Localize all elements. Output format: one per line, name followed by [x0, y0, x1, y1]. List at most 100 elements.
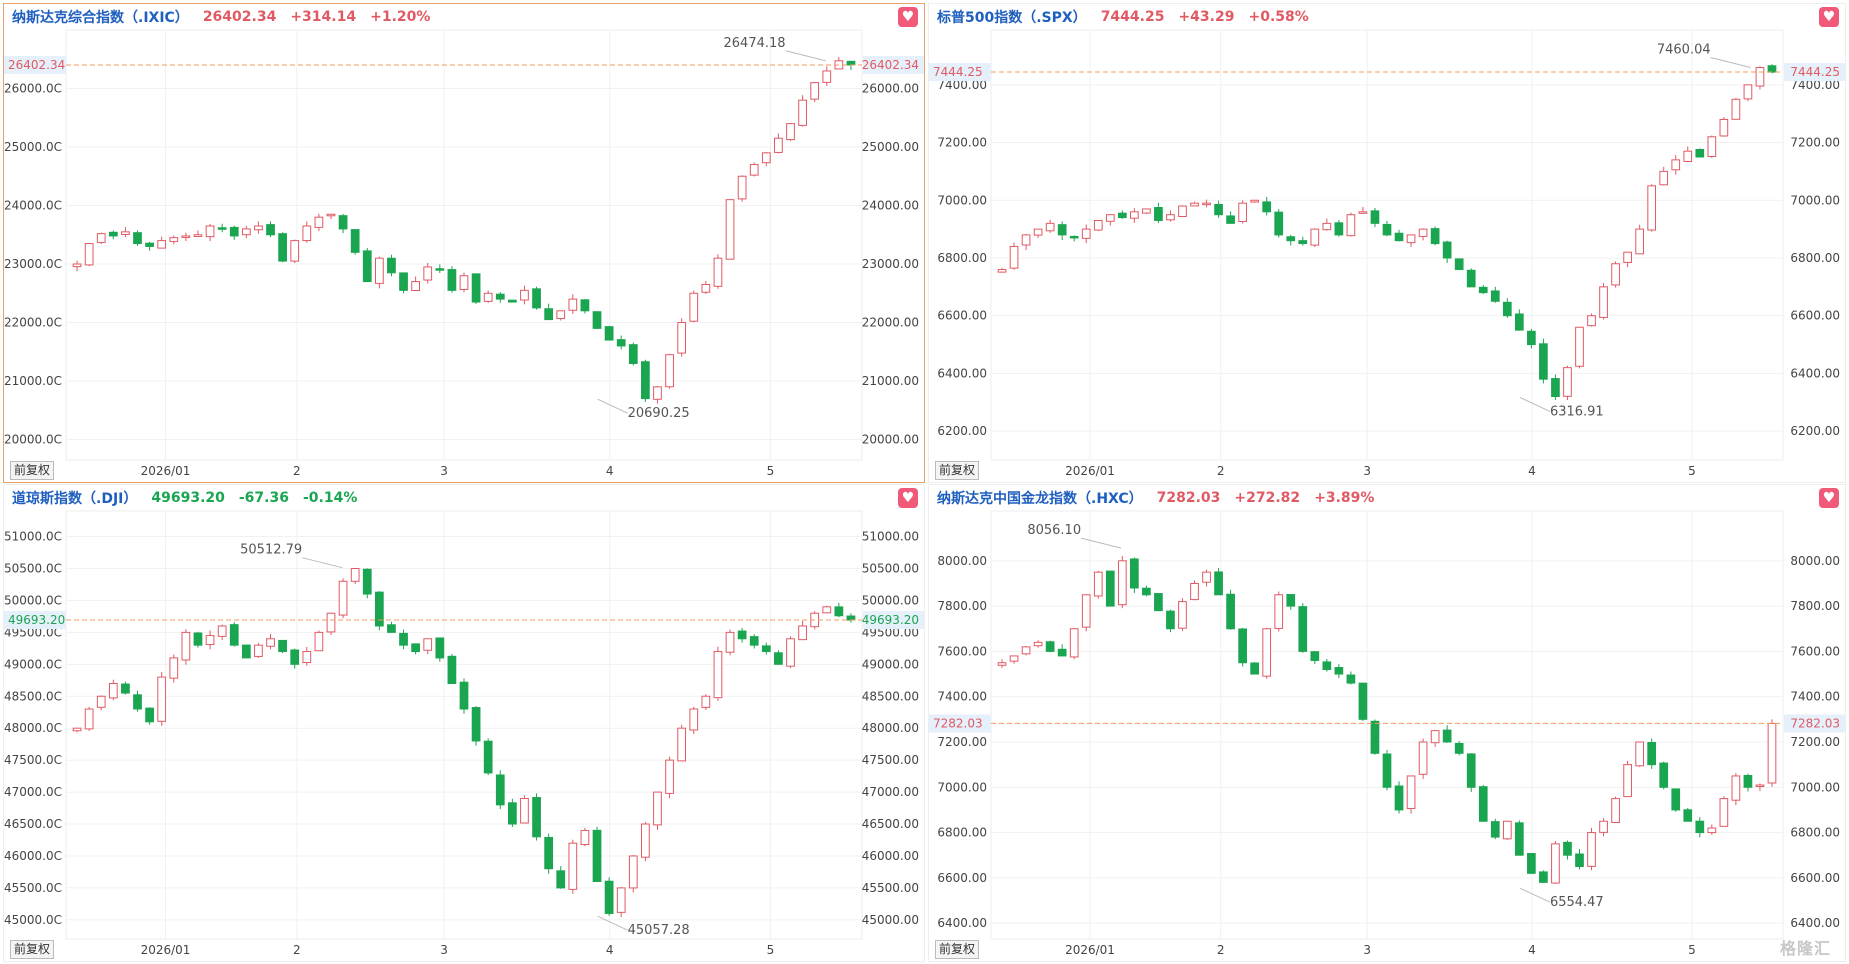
candle-body: [1611, 798, 1620, 823]
candle-body: [1033, 228, 1043, 236]
candle-body: [1178, 205, 1187, 218]
plot-frame: [65, 510, 863, 940]
candle-body: [1478, 286, 1488, 294]
candle-body: [1334, 222, 1344, 236]
candle-body: [1358, 211, 1368, 214]
candle-body: [1563, 367, 1572, 397]
chart-change: -67.36: [238, 490, 289, 506]
candle-body: [1683, 150, 1693, 162]
candle-body: [1322, 661, 1332, 671]
y-tick-left: 6600.00: [937, 871, 987, 885]
chart-change: +43.29: [1178, 9, 1235, 25]
y-tick-left: 45000.0C: [4, 913, 62, 927]
candle-body: [145, 707, 154, 723]
favorite-heart-icon[interactable]: ♥: [898, 7, 918, 27]
candle-body: [1154, 593, 1163, 612]
candle-body: [1322, 222, 1332, 231]
y-tick-right: 20000.00: [862, 433, 919, 447]
candle-body: [1310, 228, 1320, 246]
favorite-heart-icon[interactable]: ♥: [898, 488, 918, 508]
x-tick-label: 2: [1217, 943, 1225, 957]
chart-panel-0[interactable]: 纳斯达克综合指数（.IXIC） 26402.34 +314.14 +1.20% ♥ 200…: [3, 3, 925, 483]
y-tick-right: 6200.00: [1790, 424, 1840, 438]
chart-change: +314.14: [290, 9, 357, 25]
candle-body: [1298, 606, 1308, 652]
y-tick-right: 7800.00: [1790, 599, 1840, 613]
candle-body: [374, 591, 384, 627]
candle-body: [1202, 571, 1211, 583]
y-tick-right: 24000.00: [862, 199, 919, 213]
chart-panel-2[interactable]: 道琼斯指数（.DJI） 49693.20 -67.36 -0.14% ♥ 45000.0C…: [3, 484, 925, 962]
chart-title[interactable]: 纳斯达克综合指数（.IXIC）: [12, 10, 189, 26]
adjust-price-button[interactable]: 前复权: [935, 940, 980, 959]
chart-title[interactable]: 道琼斯指数（.DJI）: [12, 491, 138, 507]
candle-body: [374, 257, 384, 284]
x-tick-label: 2026/01: [141, 464, 191, 478]
candle-body: [774, 652, 783, 665]
adjust-price-button[interactable]: 前复权: [935, 461, 980, 480]
candle-body: [1009, 655, 1019, 662]
candle-body: [169, 657, 179, 679]
candle-body: [84, 708, 94, 730]
candle-body: [387, 624, 396, 633]
candle-body: [713, 651, 723, 699]
adjust-price-button[interactable]: 前复权: [10, 461, 55, 480]
candle-body: [1635, 741, 1644, 767]
y-tick-left: 7000.00: [937, 780, 987, 794]
y-tick-left: 7600.00: [937, 644, 987, 658]
candle-body: [1406, 775, 1416, 809]
candle-body: [278, 233, 287, 262]
y-tick-right: 48000.00: [862, 721, 919, 735]
candle-body: [1142, 208, 1151, 214]
candle-body: [495, 293, 505, 300]
candle-body: [689, 292, 699, 322]
candle-body: [1539, 871, 1548, 883]
candle-body: [1045, 641, 1055, 652]
candle-body: [1370, 720, 1380, 754]
y-tick-left: 48000.0C: [4, 721, 62, 735]
candle-body: [653, 386, 662, 400]
chart-title[interactable]: 标普500指数（.SPX）: [937, 10, 1087, 26]
candle-body: [1117, 560, 1127, 606]
candle-body: [1262, 201, 1272, 213]
chart-title[interactable]: 纳斯达克中国金龙指数（.HXC）: [937, 491, 1143, 507]
chart-pct: +3.89%: [1314, 490, 1375, 506]
candle-body: [1659, 762, 1669, 788]
chart-panel-3[interactable]: 纳斯达克中国金龙指数（.HXC） 7282.03 +272.82 +3.89% ♥ 640…: [928, 484, 1846, 962]
candle-body: [399, 272, 408, 291]
candle-body: [314, 216, 324, 228]
candle-body: [532, 288, 541, 309]
candle-body: [653, 791, 662, 826]
candlestick-chart: 45000.0C 45000.00 45500.0C 45500.00 46000.0C…: [4, 510, 924, 957]
adjust-price-button[interactable]: 前复权: [10, 940, 55, 959]
candle-body: [846, 615, 856, 621]
candle-body: [1442, 241, 1452, 259]
candle-body: [604, 880, 614, 914]
candle-body: [580, 299, 590, 312]
y-tick-right: 51000.00: [862, 530, 919, 544]
annotation-label: 20690.25: [628, 406, 690, 421]
y-tick-right: 6800.00: [1790, 251, 1840, 265]
favorite-heart-icon[interactable]: ♥: [1819, 7, 1839, 27]
candle-body: [1587, 315, 1596, 327]
annotation-label: 26474.18: [724, 36, 786, 51]
candle-body: [387, 257, 396, 274]
annotation-leader: [1519, 887, 1551, 903]
candle-body: [411, 281, 421, 292]
y-tick-left: 7000.00: [937, 193, 987, 207]
candle-body: [641, 823, 650, 858]
candle-body: [786, 123, 795, 141]
candle-body: [435, 637, 445, 659]
x-tick-label: 5: [767, 943, 775, 957]
candle-body: [1719, 118, 1729, 137]
candle-body: [761, 645, 771, 653]
candle-body: [399, 632, 408, 646]
y-tick-left: 6200.00: [937, 424, 987, 438]
chart-panel-1[interactable]: 标普500指数（.SPX） 7444.25 +43.29 +0.58% ♥ 6200.00…: [928, 3, 1846, 483]
favorite-heart-icon[interactable]: ♥: [1819, 488, 1839, 508]
candle-body: [1551, 378, 1560, 398]
y-tick-left: 50500.0C: [4, 561, 62, 575]
candle-body: [798, 99, 807, 126]
candle-body: [1238, 202, 1247, 222]
annotation-leader: [1519, 396, 1551, 412]
